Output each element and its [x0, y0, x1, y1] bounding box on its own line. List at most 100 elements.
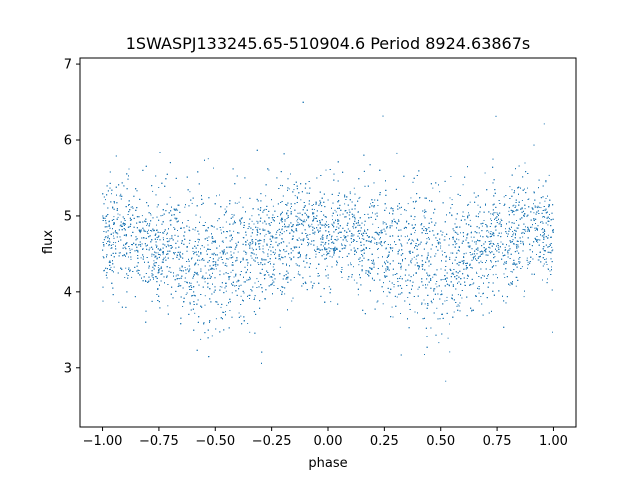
- data-point: [278, 258, 280, 260]
- data-point: [407, 297, 409, 298]
- data-point: [282, 226, 284, 227]
- data-point: [503, 273, 505, 275]
- data-point: [490, 231, 492, 232]
- data-point: [525, 226, 526, 228]
- data-point: [377, 227, 379, 228]
- data-point: [415, 229, 416, 231]
- data-point: [231, 239, 233, 241]
- data-point: [286, 278, 288, 280]
- data-point: [480, 296, 482, 297]
- data-point: [227, 258, 229, 260]
- data-point: [200, 248, 201, 250]
- data-point: [358, 264, 360, 266]
- data-point: [503, 196, 505, 198]
- data-point: [436, 307, 438, 309]
- data-point: [286, 250, 288, 252]
- data-point: [525, 230, 527, 232]
- data-point: [500, 232, 502, 234]
- data-point: [102, 256, 104, 258]
- data-point: [537, 207, 538, 209]
- data-point: [286, 264, 287, 266]
- data-point: [385, 248, 387, 250]
- data-point: [549, 244, 551, 246]
- data-point: [307, 242, 308, 243]
- data-point: [427, 284, 429, 286]
- data-point: [423, 215, 425, 217]
- data-point: [268, 249, 269, 251]
- data-point: [220, 229, 222, 231]
- data-point: [325, 249, 327, 251]
- data-point: [162, 237, 164, 239]
- data-point: [453, 273, 455, 275]
- data-point: [521, 266, 523, 268]
- data-point: [310, 225, 312, 227]
- data-point: [494, 212, 496, 214]
- data-point: [139, 232, 141, 234]
- data-point: [417, 288, 419, 290]
- data-point: [153, 260, 155, 262]
- data-point: [545, 181, 547, 183]
- data-point: [509, 186, 511, 188]
- data-point: [544, 216, 546, 218]
- data-point: [513, 232, 515, 234]
- data-point: [339, 214, 341, 216]
- data-point: [426, 238, 428, 240]
- data-point: [382, 303, 384, 305]
- data-point: [484, 172, 486, 174]
- data-point: [424, 303, 426, 305]
- data-point: [335, 211, 337, 213]
- data-point: [180, 285, 182, 287]
- data-point: [278, 254, 280, 256]
- data-point: [469, 219, 471, 221]
- data-point: [518, 262, 520, 264]
- data-point: [400, 244, 402, 246]
- data-point: [342, 257, 344, 258]
- data-point: [352, 235, 354, 237]
- data-point: [226, 206, 228, 208]
- data-point: [493, 265, 495, 267]
- data-point: [229, 310, 231, 311]
- data-point: [253, 223, 255, 225]
- data-point: [468, 203, 470, 205]
- data-point: [229, 257, 231, 259]
- data-point: [264, 235, 266, 237]
- data-point: [374, 213, 376, 215]
- data-point: [458, 239, 460, 241]
- data-point: [255, 254, 257, 256]
- data-point: [163, 232, 165, 234]
- data-point: [446, 296, 448, 298]
- data-point: [548, 218, 550, 219]
- data-point: [316, 246, 318, 248]
- data-point: [551, 266, 552, 268]
- data-point: [263, 241, 265, 243]
- data-point: [288, 188, 290, 190]
- data-point: [492, 232, 494, 233]
- data-point: [498, 223, 500, 225]
- data-point: [223, 249, 225, 251]
- data-point: [534, 229, 536, 231]
- data-point: [330, 248, 332, 250]
- data-point: [478, 213, 480, 215]
- data-point: [449, 256, 451, 258]
- data-point: [410, 262, 412, 264]
- data-point: [379, 238, 381, 240]
- data-point: [143, 229, 145, 231]
- data-point: [113, 266, 115, 268]
- data-point: [302, 225, 304, 227]
- data-point: [526, 257, 528, 259]
- data-point: [414, 232, 416, 234]
- data-point: [521, 200, 523, 201]
- data-point: [354, 204, 356, 206]
- data-point: [263, 252, 265, 254]
- data-point: [317, 224, 319, 226]
- data-point: [506, 232, 508, 234]
- data-point: [468, 212, 469, 214]
- data-point: [470, 236, 472, 238]
- data-point: [270, 254, 272, 256]
- data-point: [250, 235, 252, 237]
- data-point: [410, 197, 412, 199]
- data-point: [279, 249, 280, 251]
- data-point: [254, 297, 255, 299]
- data-point: [488, 250, 490, 252]
- data-point: [302, 223, 304, 225]
